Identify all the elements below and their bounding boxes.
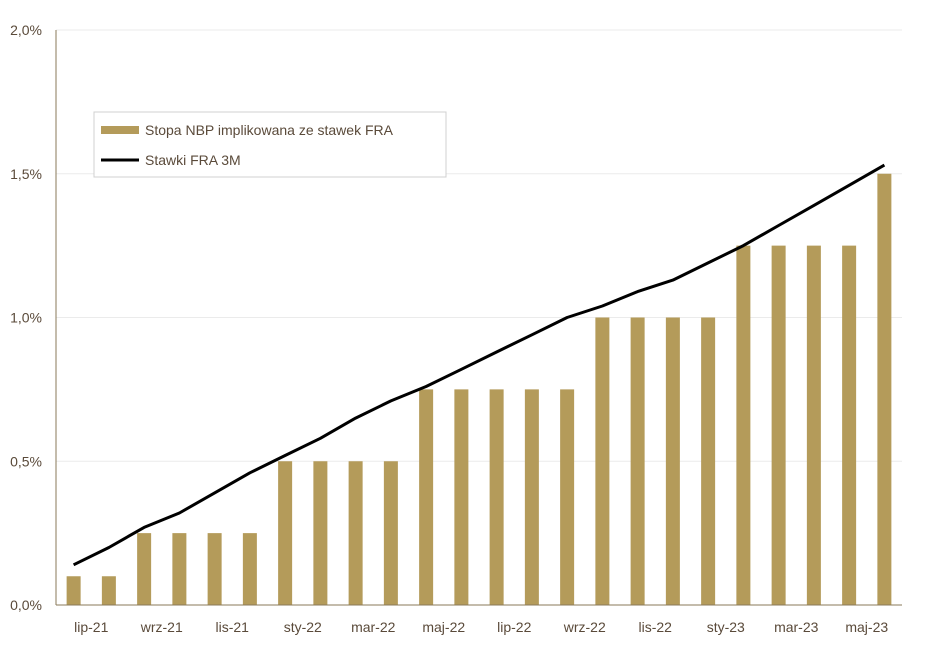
x-tick-label: lip-22 bbox=[497, 619, 531, 635]
y-tick-label: 2,0% bbox=[10, 22, 42, 38]
x-tick-labels: lip-21 wrz-21 lis-21 sty-22 mar-22 maj-22 lip-… bbox=[74, 619, 888, 635]
bar bbox=[806, 245, 821, 605]
y-tick-label: 1,0% bbox=[10, 310, 42, 326]
bar-series bbox=[66, 173, 892, 605]
bar bbox=[207, 533, 222, 605]
bar bbox=[137, 533, 152, 605]
bar bbox=[665, 317, 680, 605]
x-tick-label: sty-22 bbox=[284, 619, 322, 635]
bar bbox=[419, 389, 434, 605]
bar bbox=[771, 245, 786, 605]
bar bbox=[454, 389, 469, 605]
bar bbox=[560, 389, 575, 605]
x-tick-label: lis-21 bbox=[216, 619, 250, 635]
bar bbox=[489, 389, 504, 605]
line-series bbox=[72, 163, 886, 567]
bar bbox=[278, 461, 293, 605]
x-tick-label: lip-21 bbox=[74, 619, 108, 635]
legend: Stopa NBP implikowana ze stawek FRA Staw… bbox=[93, 111, 447, 178]
bar bbox=[701, 317, 716, 605]
legend-box bbox=[93, 111, 447, 178]
axes bbox=[55, 30, 902, 606]
fra-3m-line bbox=[72, 163, 886, 567]
x-tick-label: wrz-22 bbox=[563, 619, 606, 635]
bar bbox=[630, 317, 645, 605]
bar bbox=[66, 576, 81, 605]
x-tick-label: mar-23 bbox=[774, 619, 819, 635]
x-tick-label: maj-22 bbox=[422, 619, 465, 635]
bar bbox=[348, 461, 363, 605]
x-tick-label: mar-22 bbox=[351, 619, 396, 635]
bar bbox=[313, 461, 328, 605]
bar bbox=[101, 576, 116, 605]
bar bbox=[877, 173, 892, 605]
bar bbox=[383, 461, 398, 605]
y-tick-labels: 0,0% 0,5% 1,0% 1,5% 2,0% bbox=[10, 22, 42, 613]
bar bbox=[524, 389, 539, 605]
bar bbox=[172, 533, 187, 605]
legend-label-bars: Stopa NBP implikowana ze stawek FRA bbox=[145, 122, 394, 138]
legend-label-line: Stawki FRA 3M bbox=[145, 152, 241, 168]
bar bbox=[842, 245, 857, 605]
bar bbox=[595, 317, 610, 605]
legend-bar-swatch bbox=[101, 126, 139, 134]
y-tick-label: 0,5% bbox=[10, 453, 42, 469]
bar bbox=[242, 533, 257, 605]
bar bbox=[736, 245, 751, 605]
y-tick-label: 1,5% bbox=[10, 166, 42, 182]
x-tick-label: wrz-21 bbox=[140, 619, 183, 635]
x-tick-label: lis-22 bbox=[639, 619, 673, 635]
y-tick-label: 0,0% bbox=[10, 597, 42, 613]
x-tick-label: maj-23 bbox=[845, 619, 888, 635]
x-tick-label: sty-23 bbox=[707, 619, 745, 635]
